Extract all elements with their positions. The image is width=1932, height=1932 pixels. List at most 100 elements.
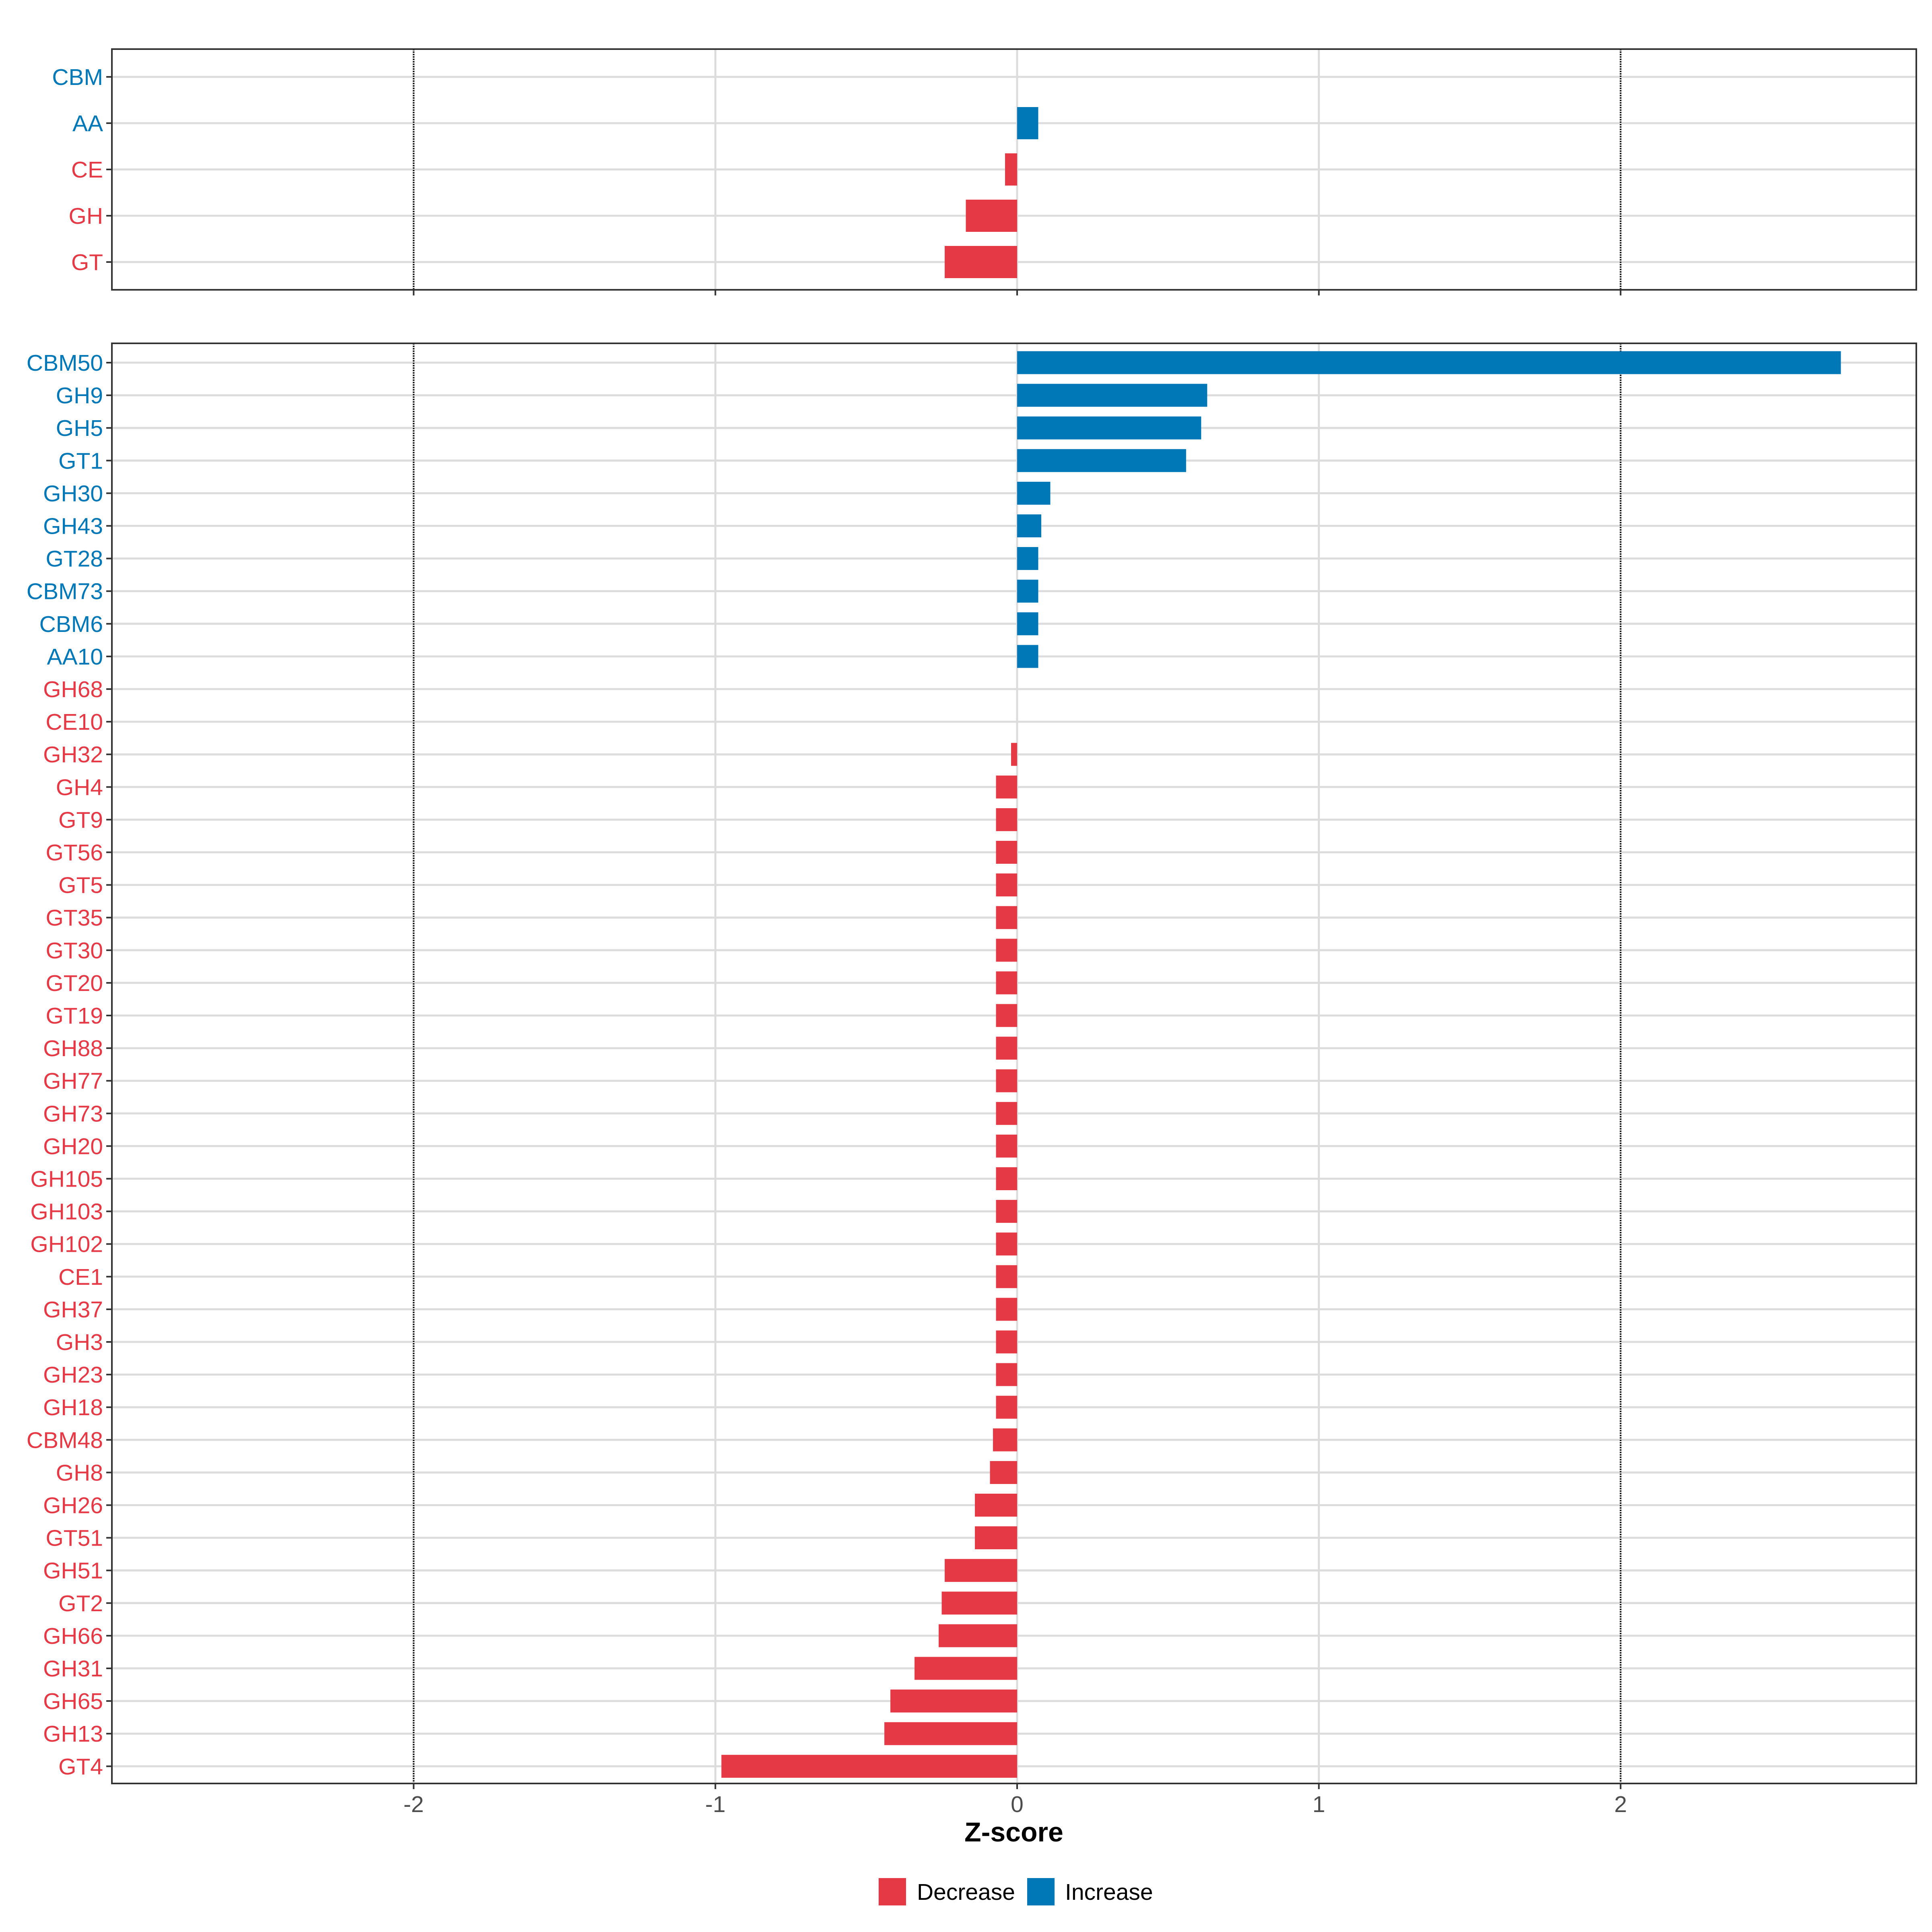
bar-ce1 [996, 1265, 1017, 1288]
bar-cbm48 [993, 1428, 1017, 1451]
y-tick-label: GH9 [56, 383, 103, 409]
y-tick-label: GH102 [30, 1232, 103, 1257]
y-tick-label: GH31 [43, 1656, 103, 1682]
bar-gh5 [1017, 416, 1201, 440]
y-tick-label: GT56 [45, 840, 103, 866]
x-axis: -2 -1 0 1 2 [403, 1792, 1627, 1817]
y-tick-label: GH20 [43, 1133, 103, 1159]
y-tick-label: GT5 [58, 873, 103, 898]
y-tick-label: CBM50 [27, 350, 103, 376]
y-tick-label: AA10 [47, 644, 103, 670]
bar-gt2 [941, 1591, 1017, 1615]
y-tick-label: GH43 [43, 514, 103, 539]
bar-gh65 [890, 1689, 1017, 1713]
bar-gt20 [996, 971, 1017, 995]
y-tick-label: GT28 [45, 546, 103, 572]
y-tick-label: AA [72, 111, 103, 136]
bar-gt [945, 246, 1017, 278]
y-tick-label: GT4 [58, 1754, 103, 1779]
x-tick-label: 0 [1011, 1792, 1024, 1817]
y-tick-label: GH4 [56, 774, 103, 800]
bar-cbm73 [1017, 580, 1038, 603]
bar-gh77 [996, 1069, 1017, 1092]
bar-gh30 [1017, 481, 1051, 505]
panel-border [111, 48, 1917, 291]
bar-gh3 [996, 1330, 1017, 1354]
bar-gh51 [945, 1559, 1017, 1582]
bar-gt4 [721, 1754, 1017, 1778]
y-tick-label: GT [71, 250, 103, 275]
y-tick-label: GH23 [43, 1362, 103, 1388]
bar-gh4 [996, 775, 1017, 799]
y-tick-label: CBM6 [39, 611, 103, 637]
bar-gh9 [1017, 384, 1208, 407]
y-tick-label: GH105 [30, 1166, 103, 1192]
bar-gh102 [996, 1232, 1017, 1256]
bar-gh105 [996, 1167, 1017, 1190]
bar-gh32 [1011, 743, 1017, 766]
bar-cbm6 [1017, 612, 1038, 636]
bar-gt5 [996, 873, 1017, 897]
y-tick-label: GH103 [30, 1199, 103, 1225]
legend: Decrease Increase [879, 1878, 1153, 1905]
x-axis-label: Z-score [964, 1817, 1063, 1847]
bar-gt51 [975, 1526, 1017, 1550]
y-tick-label: GH37 [43, 1297, 103, 1323]
bar-gh88 [996, 1036, 1017, 1060]
top-panel: CBM AA CE GH GT [52, 48, 1917, 295]
bar-gt56 [996, 841, 1017, 864]
bar-cbm50 [1017, 351, 1841, 374]
y-tick-label: GH26 [43, 1493, 103, 1519]
x-tick-label: -1 [705, 1792, 726, 1817]
x-tick-label: 2 [1614, 1792, 1627, 1817]
bar-gh73 [996, 1102, 1017, 1125]
legend-swatch-increase [1027, 1878, 1055, 1905]
y-tick-label: CBM [52, 64, 103, 90]
bar-gt30 [996, 939, 1017, 962]
bar-gh43 [1017, 514, 1041, 537]
y-tick-label: CBM73 [27, 579, 103, 605]
y-tick-label: GH51 [43, 1558, 103, 1584]
y-tick-label: CE1 [58, 1264, 103, 1290]
legend-label-increase: Increase [1065, 1879, 1153, 1905]
x-tick-label: -2 [403, 1792, 424, 1817]
legend-swatch-decrease [879, 1878, 906, 1905]
bar-gh23 [996, 1363, 1017, 1386]
bar-gt19 [996, 1004, 1017, 1027]
y-tick-label: GH68 [43, 677, 103, 702]
bar-gh37 [996, 1298, 1017, 1321]
bar-gh103 [996, 1200, 1017, 1223]
y-tick-label: GH18 [43, 1395, 103, 1420]
bar-ce [1005, 153, 1017, 186]
y-tick-label: GT19 [45, 1003, 103, 1029]
bar-gh31 [914, 1657, 1017, 1680]
y-tick-label: CBM48 [27, 1427, 103, 1453]
y-tick-label: GT20 [45, 970, 103, 996]
y-tick-label: GH30 [43, 481, 103, 506]
y-tick-label: CE [71, 157, 103, 183]
y-tick-label: GT35 [45, 905, 103, 931]
y-tick-label: GT2 [58, 1591, 103, 1616]
y-tick-label: GT1 [58, 448, 103, 474]
y-tick-label: GH73 [43, 1101, 103, 1127]
y-tick-label: GH32 [43, 742, 103, 768]
bar-gh8 [990, 1461, 1017, 1484]
bar-gh66 [939, 1624, 1017, 1647]
y-tick-label: GH66 [43, 1623, 103, 1649]
bar-gt1 [1017, 449, 1186, 472]
y-tick-label: GH13 [43, 1721, 103, 1747]
y-tick-label: GH77 [43, 1068, 103, 1094]
panel-border [111, 343, 1917, 1784]
bar-gh13 [884, 1722, 1017, 1745]
bar-gh18 [996, 1395, 1017, 1419]
legend-label-decrease: Decrease [917, 1879, 1015, 1905]
y-tick-label: GT51 [45, 1525, 103, 1551]
bar-aa [1017, 107, 1038, 139]
y-tick-label: GH3 [56, 1329, 103, 1355]
bar-gh [966, 200, 1017, 232]
y-tick-label: GT30 [45, 938, 103, 964]
y-tick-label: GH65 [43, 1688, 103, 1714]
bar-gt28 [1017, 547, 1038, 570]
bar-gh20 [996, 1134, 1017, 1158]
